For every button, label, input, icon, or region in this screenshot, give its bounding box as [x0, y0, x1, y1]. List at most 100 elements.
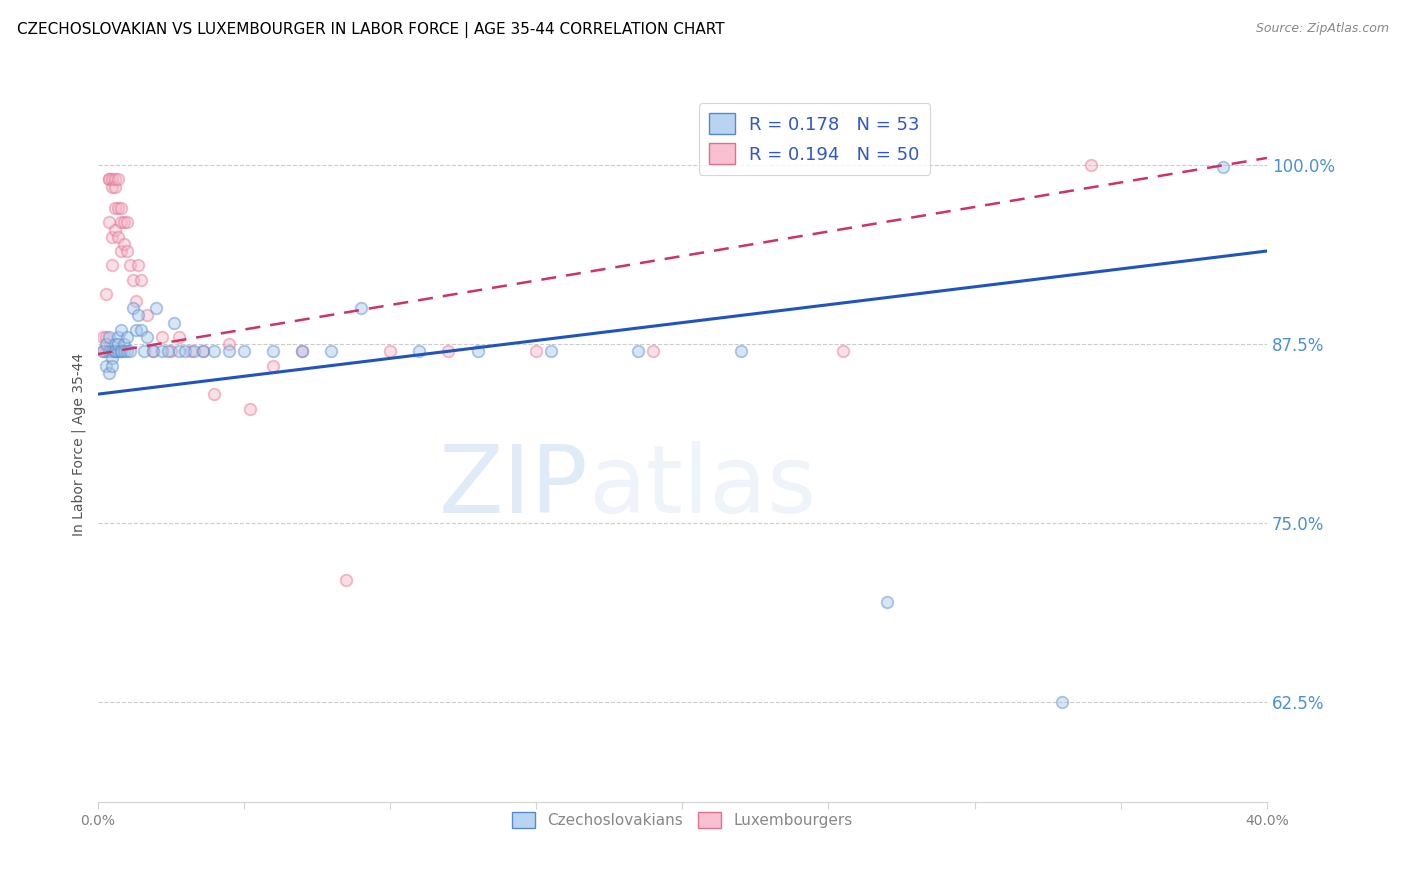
Point [101, 258, 124, 272]
Point [131, 273, 153, 287]
Point [204, 344, 226, 359]
Text: Source: ZipAtlas.com: Source: ZipAtlas.com [1256, 22, 1389, 36]
Point [124, 294, 146, 309]
Point [112, 236, 135, 251]
Point [112, 337, 135, 351]
Point [110, 201, 132, 215]
Point [876, 595, 898, 609]
Point [101, 179, 124, 194]
Point [112, 215, 135, 229]
Point [110, 244, 132, 258]
Point [127, 309, 149, 323]
Point [107, 330, 129, 344]
Point [180, 344, 202, 359]
Point [145, 301, 167, 316]
Point [131, 323, 153, 337]
Point [321, 344, 343, 359]
Point [136, 330, 159, 344]
Point [121, 273, 143, 287]
Point [115, 215, 138, 229]
Point [174, 344, 197, 359]
Point [124, 323, 146, 337]
Point [104, 222, 127, 236]
Point [110, 323, 132, 337]
Point [191, 344, 214, 359]
Text: CZECHOSLOVAKIAN VS LUXEMBOURGER IN LABOR FORCE | AGE 35-44 CORRELATION CHART: CZECHOSLOVAKIAN VS LUXEMBOURGER IN LABOR… [17, 22, 724, 38]
Point [136, 309, 159, 323]
Point [540, 344, 562, 359]
Point [118, 344, 141, 359]
Text: ZIP: ZIP [439, 442, 589, 533]
Point [408, 344, 430, 359]
Point [107, 337, 129, 351]
Point [107, 172, 129, 186]
Point [156, 344, 179, 359]
Point [1080, 158, 1102, 172]
Point [262, 344, 284, 359]
Point [262, 359, 284, 373]
Point [96, 359, 118, 373]
Point [96, 287, 118, 301]
Point [437, 344, 460, 359]
Point [110, 344, 132, 359]
Point [118, 258, 141, 272]
Point [104, 201, 127, 215]
Point [115, 244, 138, 258]
Point [96, 337, 118, 351]
Point [115, 330, 138, 344]
Point [232, 344, 254, 359]
Point [183, 344, 205, 359]
Point [291, 344, 314, 359]
Point [104, 344, 127, 359]
Point [110, 344, 132, 359]
Point [107, 229, 129, 244]
Point [104, 344, 127, 359]
Point [101, 172, 124, 186]
Point [1052, 695, 1074, 709]
Point [335, 574, 357, 588]
Point [93, 344, 115, 359]
Point [101, 229, 124, 244]
Point [127, 258, 149, 272]
Point [93, 344, 115, 359]
Point [98, 344, 121, 359]
Point [191, 344, 214, 359]
Point [104, 179, 127, 194]
Point [121, 301, 143, 316]
Point [218, 344, 240, 359]
Point [832, 344, 855, 359]
Point [627, 344, 650, 359]
Point [169, 344, 191, 359]
Point [350, 301, 373, 316]
Point [96, 330, 118, 344]
Text: atlas: atlas [589, 442, 817, 533]
Point [218, 337, 240, 351]
Point [101, 344, 124, 359]
Point [142, 344, 165, 359]
Point [96, 344, 118, 359]
Point [467, 344, 489, 359]
Point [112, 344, 135, 359]
Point [162, 316, 184, 330]
Point [98, 366, 121, 380]
Point [159, 344, 181, 359]
Point [291, 344, 314, 359]
Point [98, 172, 121, 186]
Point [641, 344, 664, 359]
Point [378, 344, 401, 359]
Point [98, 330, 121, 344]
Point [104, 172, 127, 186]
Point [134, 344, 156, 359]
Point [524, 344, 547, 359]
Point [98, 215, 121, 229]
Point [169, 330, 191, 344]
Point [107, 344, 129, 359]
Y-axis label: In Labor Force | Age 35-44: In Labor Force | Age 35-44 [72, 352, 86, 536]
Point [115, 344, 138, 359]
Legend: Czechoslovakians, Luxembourgers: Czechoslovakians, Luxembourgers [506, 805, 859, 834]
Point [107, 201, 129, 215]
Point [98, 172, 121, 186]
Point [101, 351, 124, 366]
Point [730, 344, 752, 359]
Point [110, 215, 132, 229]
